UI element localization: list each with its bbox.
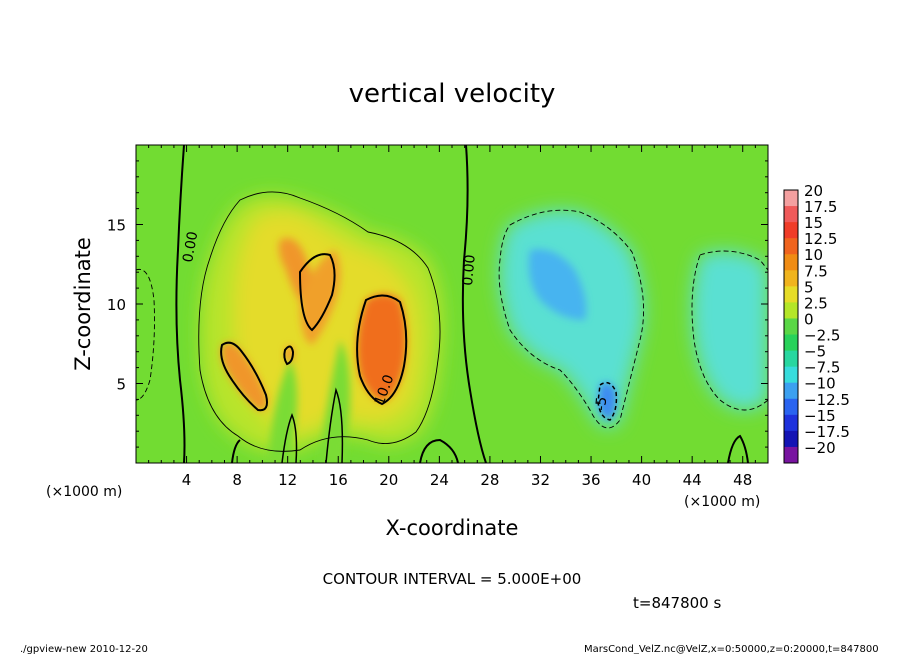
minus-five-contour-2 [691,250,768,411]
colorbar-swatch [784,430,798,448]
x-ticks: 4 8 12 16 20 24 28 32 36 40 44 48 [148,145,756,489]
colorbar-label: −17.5 [804,423,850,441]
colorbar-label: −20 [804,439,836,457]
zero-contour-bump-3 [727,434,749,463]
colorbar-label: −12.5 [804,391,850,409]
colorbar-swatch [784,334,798,352]
x-unit-right: (×1000 m) [684,494,760,510]
downdraft-band [528,249,587,320]
colorbar-swatch [784,190,798,207]
colorbar-frame [783,189,799,464]
updraft-core-4 [357,294,407,402]
colorbar-label: −15 [804,407,836,425]
contour-label: -5 [593,396,610,411]
minus-ten-contour [597,381,618,421]
x-tick-label: 48 [733,471,752,489]
contour-label: 0.00 [460,254,479,286]
updraft-core-1 [221,342,267,411]
x-axis-label: X-coordinate [386,516,519,540]
time-text: t=847800 s [633,594,721,612]
x-tick-label: 24 [430,471,449,489]
colorbar-label: −7.5 [804,359,840,377]
x-tick-label: 36 [581,471,600,489]
colorbar-swatch [784,366,798,384]
chart-title: vertical velocity [349,79,556,109]
colorbar-label: 12.5 [804,230,837,248]
colorbar-label: 2.5 [804,294,828,312]
colorbar-swatch [784,446,798,464]
y-ticks: 5 10 15 [107,160,768,448]
ten-contour-3 [298,253,336,332]
colorbar-swatch [784,254,798,271]
heatmap-field [136,145,768,463]
y-tick-label: 15 [107,217,126,235]
contour-labels: 0.00 0.00 10.0 -5 [180,230,610,411]
colorbar-swatch [784,414,798,432]
colorbar-label: 7.5 [804,262,828,280]
zero-contour-west [175,145,186,463]
x-unit-left: (×1000 m) [46,484,122,500]
contours [136,145,768,463]
minus-five-contour-1 [498,209,644,429]
y-axis-label: Z-coordinate [71,237,95,371]
x-tick-label: 32 [531,471,550,489]
ten-contour-5 [281,412,298,463]
footer-right: MarsCond_VelZ.nc@VelZ,x=0:50000,z=0:2000… [584,644,879,654]
colorbar-swatch [784,222,798,239]
ten-contour-2 [356,294,408,406]
x-tick-label: 12 [278,471,297,489]
x-tick-label: 40 [632,471,651,489]
downdraft-core [598,382,617,420]
ten-contour-6 [325,387,344,463]
colorbar-label: −10 [804,375,836,393]
colorbar-label: 17.5 [804,198,837,216]
colorbar-swatch [784,398,798,416]
colorbar-swatch [784,302,798,319]
colorbar-label: 5 [804,278,814,296]
colorbar-swatch [784,270,798,287]
colorbar-label: −5 [804,343,826,361]
x-tick-label: 20 [379,471,398,489]
x-tick-label: 8 [232,471,242,489]
colorbar-label: 20 [804,182,823,200]
colorbar: 2017.51512.5107.552.50−2.5−5−7.5−10−12.5… [783,182,850,464]
colorbar-swatch [784,318,798,336]
y-tick-label: 10 [107,296,126,314]
five-contour [198,191,441,452]
colorbar-swatch [784,206,798,223]
colorbar-label: 0 [804,310,814,328]
footer-left: ./gpview-new 2010-12-20 [20,644,148,654]
colorbar-swatch [784,382,798,400]
zero-contour-bump-1 [419,438,459,463]
green-channel-1 [268,360,298,462]
x-tick-label: 44 [683,471,702,489]
contour-interval-text: CONTOUR INTERVAL = 5.000E+00 [323,570,582,588]
contour-label: 0.00 [180,230,201,263]
downdraft-region-east [692,251,768,410]
colorbar-swatch [784,238,798,255]
x-tick-label: 4 [182,471,192,489]
ten-contour-1 [220,341,268,412]
colorbar-label: 15 [804,214,823,232]
zero-contour-center [461,145,487,463]
y-tick-label: 5 [116,376,126,394]
x-tick-label: 28 [480,471,499,489]
zero-contour-bump-2 [231,439,241,463]
x-tick-label: 16 [329,471,348,489]
colorbar-swatch [784,286,798,303]
updraft-core-3 [300,250,341,345]
colorbar-label: 10 [804,246,823,264]
colorbar-swatch [784,350,798,368]
colorbar-label: −2.5 [804,327,840,345]
ten-contour-4 [283,345,295,366]
